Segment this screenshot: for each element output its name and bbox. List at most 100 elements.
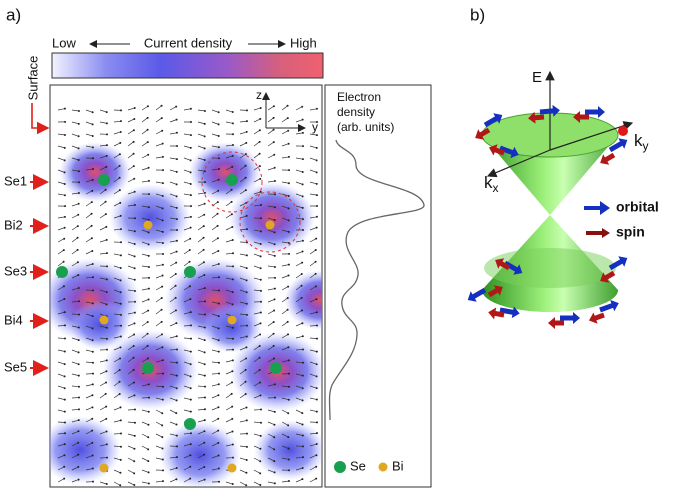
current-arrow-head bbox=[176, 435, 178, 437]
current-arrow-head bbox=[218, 339, 220, 341]
current-arrow-head bbox=[134, 435, 136, 437]
current-arrow-head bbox=[92, 157, 94, 159]
current-arrow-head bbox=[259, 153, 261, 155]
current-arrow-head bbox=[274, 277, 276, 279]
current-arrow-head bbox=[63, 261, 65, 263]
current-arrow-head bbox=[246, 254, 248, 256]
current-arrow-head bbox=[176, 183, 178, 185]
current-arrow-head bbox=[204, 327, 206, 329]
bi-atom bbox=[228, 316, 237, 325]
current-arrow-head bbox=[64, 375, 66, 377]
current-arrow-head bbox=[175, 478, 177, 480]
panel-label: b) bbox=[470, 5, 485, 24]
current-arrow-head bbox=[232, 144, 234, 146]
current-arrow-head bbox=[175, 309, 177, 311]
current-arrow-head bbox=[260, 435, 262, 437]
current-arrow-head bbox=[176, 348, 178, 350]
current-arrow-head bbox=[232, 111, 234, 113]
current-arrow-head bbox=[120, 314, 122, 316]
current-arrow-head bbox=[77, 454, 79, 456]
current-arrow-head bbox=[162, 275, 164, 277]
current-arrow-head bbox=[217, 406, 219, 408]
current-arrow-head bbox=[161, 286, 163, 288]
current-arrow-head bbox=[78, 147, 80, 149]
current-arrow-head bbox=[190, 311, 192, 313]
current-arrow-head bbox=[176, 399, 178, 401]
current-arrow-head bbox=[274, 288, 276, 290]
current-arrow-head bbox=[92, 289, 94, 291]
current-arrow-head bbox=[288, 399, 290, 401]
current-arrow-head bbox=[231, 213, 233, 215]
current-arrow-head bbox=[217, 430, 219, 432]
current-arrow-head bbox=[105, 381, 107, 383]
current-arrow-head bbox=[315, 466, 317, 468]
current-arrow-head bbox=[120, 241, 122, 243]
current-arrow-head bbox=[316, 227, 318, 229]
current-arrow-head bbox=[217, 225, 219, 227]
current-arrow-head bbox=[204, 479, 206, 481]
current-arrow-head bbox=[218, 135, 220, 137]
current-arrow-head bbox=[64, 194, 66, 196]
current-arrow-head bbox=[302, 423, 304, 425]
current-arrow-head bbox=[106, 303, 108, 305]
current-arrow-head bbox=[78, 479, 80, 481]
current-arrow-head bbox=[162, 143, 164, 145]
current-blob bbox=[39, 416, 121, 484]
current-arrow-head bbox=[78, 123, 80, 125]
current-arrow-head bbox=[161, 346, 163, 348]
current-arrow-head bbox=[302, 183, 304, 185]
current-arrow-head bbox=[77, 214, 79, 216]
current-arrow-head bbox=[106, 457, 108, 459]
current-arrow-head bbox=[63, 298, 65, 300]
current-arrow-head bbox=[231, 393, 233, 395]
current-arrow-head bbox=[176, 218, 178, 220]
current-arrow-head bbox=[245, 346, 247, 348]
current-arrow-head bbox=[176, 119, 178, 121]
current-arrow-head bbox=[204, 419, 206, 421]
current-arrow-head bbox=[259, 165, 261, 167]
current-arrow-head bbox=[273, 460, 275, 462]
current-arrow-head bbox=[119, 357, 121, 359]
current-arrow-head bbox=[288, 480, 290, 482]
current-arrow-head bbox=[274, 193, 276, 195]
current-arrow-head bbox=[161, 297, 163, 299]
current-arrow-head bbox=[147, 460, 149, 462]
current-arrow-head bbox=[245, 393, 247, 395]
current-arrow-head bbox=[287, 321, 289, 323]
current-arrow-head bbox=[232, 239, 234, 241]
current-arrow-head bbox=[120, 120, 122, 122]
panel-label: a) bbox=[6, 5, 21, 24]
current-arrow-head bbox=[231, 166, 233, 168]
colorbar-high: High bbox=[290, 35, 317, 50]
current-arrow-head bbox=[120, 446, 122, 448]
current-arrow-head bbox=[134, 279, 136, 281]
surface-arrow bbox=[32, 103, 48, 128]
current-arrow-head bbox=[204, 110, 206, 112]
current-arrow-head bbox=[147, 321, 149, 323]
current-arrow-head bbox=[148, 266, 150, 268]
current-arrow-head bbox=[92, 373, 94, 375]
current-arrow-head bbox=[120, 228, 122, 230]
current-arrow-head bbox=[301, 273, 303, 275]
current-arrow-head bbox=[133, 448, 135, 450]
current-arrow-head bbox=[260, 230, 262, 232]
current-arrow-head bbox=[106, 252, 108, 254]
current-arrow-head bbox=[176, 158, 178, 160]
current-arrow-head bbox=[190, 363, 192, 365]
legend-orbital-arrow bbox=[584, 201, 610, 215]
current-arrow-head bbox=[288, 386, 290, 388]
current-arrow-head bbox=[232, 327, 234, 329]
current-arrow-head bbox=[161, 130, 163, 132]
current-arrow-head bbox=[64, 399, 66, 401]
current-arrow-head bbox=[218, 373, 220, 375]
current-arrow-head bbox=[190, 134, 192, 136]
legend-label: spin bbox=[616, 224, 645, 240]
current-arrow-head bbox=[92, 481, 94, 483]
current-arrow-head bbox=[190, 338, 192, 340]
current-arrow-head bbox=[133, 165, 135, 167]
current-arrow-head bbox=[260, 243, 262, 245]
current-arrow-head bbox=[119, 369, 121, 371]
current-arrow-head bbox=[273, 424, 275, 426]
current-arrow-head bbox=[204, 159, 206, 161]
current-arrow-head bbox=[190, 227, 192, 229]
